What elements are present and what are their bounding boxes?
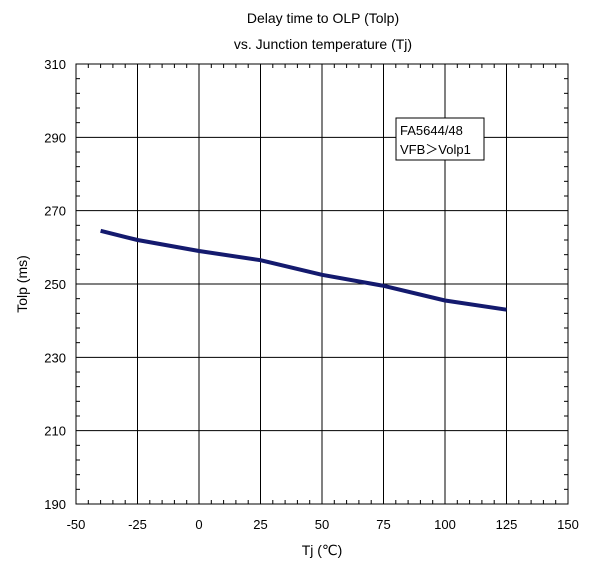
x-tick-labels: -50 -25 0 25 50 75 100 125 150	[67, 517, 579, 532]
x-tick-label: 50	[315, 517, 329, 532]
y-tick-label: 230	[44, 350, 66, 365]
y-tick-labels: 190 210 230 250 270 290 310	[44, 57, 66, 512]
chart-title-line-2: vs. Junction temperature (Tj)	[234, 36, 412, 52]
annotation-border	[395, 117, 485, 161]
x-tick-label: -50	[67, 517, 86, 532]
y-tick-label: 290	[44, 130, 66, 145]
y-tick-label: 210	[44, 424, 66, 439]
annotation-box: FA5644/48 VFB＞Volp1	[395, 117, 485, 161]
chart-title: Delay time to OLP (Tolp) vs. Junction te…	[234, 10, 412, 52]
x-tick-label: 25	[253, 517, 267, 532]
x-tick-label: 0	[195, 517, 202, 532]
x-tick-label: 100	[434, 517, 456, 532]
series-line	[100, 228, 507, 312]
y-tick-label: 310	[44, 57, 66, 72]
x-tick-label: 150	[557, 517, 579, 532]
y-tick-label: 250	[44, 277, 66, 292]
y-tick-label: 270	[44, 204, 66, 219]
grid	[75, 63, 569, 505]
minor-ticks	[76, 64, 568, 504]
annotation-line-2: VFB＞Volp1	[400, 142, 471, 157]
y-axis-label: Tolp (ms)	[14, 255, 30, 313]
annotation-line-1: FA5644/48	[400, 123, 463, 138]
plot-frame	[75, 63, 569, 505]
x-tick-label: -25	[128, 517, 147, 532]
x-tick-label: 125	[496, 517, 518, 532]
y-tick-label: 190	[44, 497, 66, 512]
x-axis-label: Tj (℃)	[302, 542, 343, 558]
series-layer	[100, 228, 507, 312]
chart-title-line-1: Delay time to OLP (Tolp)	[247, 10, 399, 26]
x-tick-label: 75	[376, 517, 390, 532]
